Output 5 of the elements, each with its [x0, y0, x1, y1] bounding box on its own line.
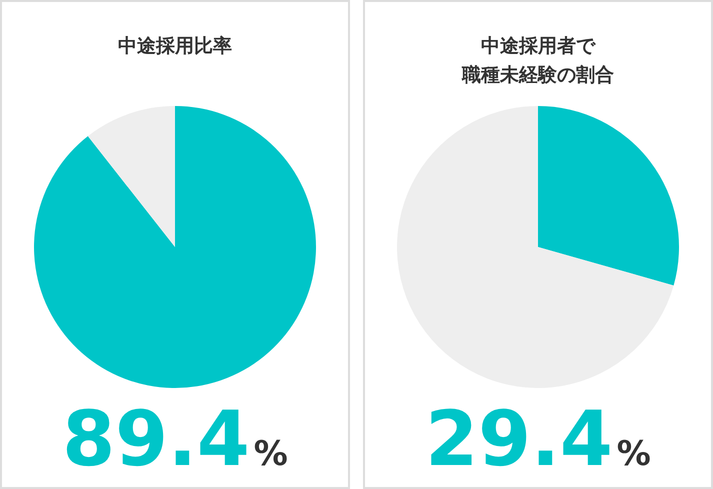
chart-title: 中途採用比率 — [117, 34, 233, 59]
chart-subtitle: 職種未経験の割合 — [460, 63, 615, 88]
text: 89.4% — [62, 394, 288, 483]
chart-title: 中途採用者で — [480, 34, 597, 59]
text: 29.4% — [425, 394, 651, 483]
